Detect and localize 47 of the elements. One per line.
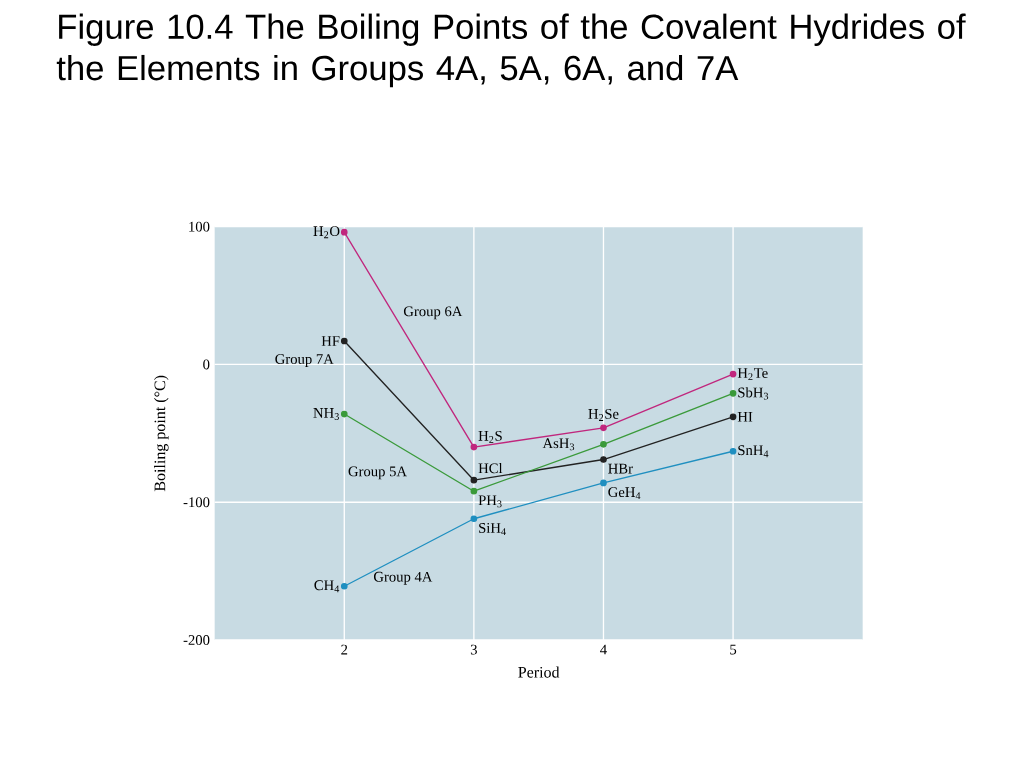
annotation: AsH$_{3}$ — [542, 438, 575, 451]
point — [600, 456, 607, 463]
point — [470, 476, 478, 484]
annotation: PH$_{3}$ — [478, 495, 502, 508]
point — [729, 447, 737, 455]
point — [340, 410, 348, 418]
point — [600, 441, 607, 448]
point — [340, 228, 348, 236]
annotation: H$_{2}$Te — [737, 368, 768, 380]
annotation: SiH$_{4}$ — [479, 523, 506, 535]
series-label: Group 5A — [348, 466, 407, 480]
y-axis-title: Boiling point (°C) — [154, 375, 169, 492]
point — [340, 337, 348, 345]
point — [470, 487, 478, 495]
y-tick-label: 0 — [203, 359, 210, 370]
annotation: H$_{2}$O — [313, 226, 340, 239]
point — [600, 424, 607, 432]
point — [729, 370, 737, 378]
annotation: H$_{2}$S — [478, 430, 502, 443]
point — [729, 390, 737, 397]
x-axis-title: Period — [518, 666, 560, 678]
chart-title: Figure 10.4 The Boiling Points of the Covalent Hydrides of the Elements in Groups 4A, 5A, 6A, and 7A — [56, 13, 966, 88]
annotation: HI — [737, 412, 753, 422]
annotation: SnH$_{4}$ — [738, 445, 769, 458]
y-tick-label: -100 — [183, 497, 210, 508]
x-tick-label: 2 — [341, 644, 348, 655]
point — [470, 443, 478, 451]
annotation: HCl — [478, 462, 503, 474]
x-tick-label: 3 — [470, 644, 477, 655]
series-label: Group 7A — [275, 354, 334, 367]
point — [340, 582, 348, 590]
annotation: NH$_{3}$ — [313, 408, 339, 420]
y-tick-label: 100 — [189, 221, 210, 232]
annotation: SbH$_{3}$ — [738, 387, 769, 400]
annotation: CH$_{4}$ — [314, 580, 340, 593]
series-label: Group 4A — [373, 571, 433, 585]
annotation: H$_{2}$Se — [588, 408, 619, 421]
point — [729, 413, 737, 421]
y-tick-label: -200 — [183, 635, 210, 645]
series-label: Group 6A — [403, 306, 463, 320]
point — [600, 479, 607, 487]
point — [470, 515, 478, 523]
annotation: GeH$_{4}$ — [608, 487, 641, 500]
x-tick-label: 4 — [600, 644, 607, 655]
x-tick-label: 5 — [730, 644, 737, 655]
annotation: HBr — [608, 463, 633, 474]
annotation: HF — [321, 336, 340, 346]
